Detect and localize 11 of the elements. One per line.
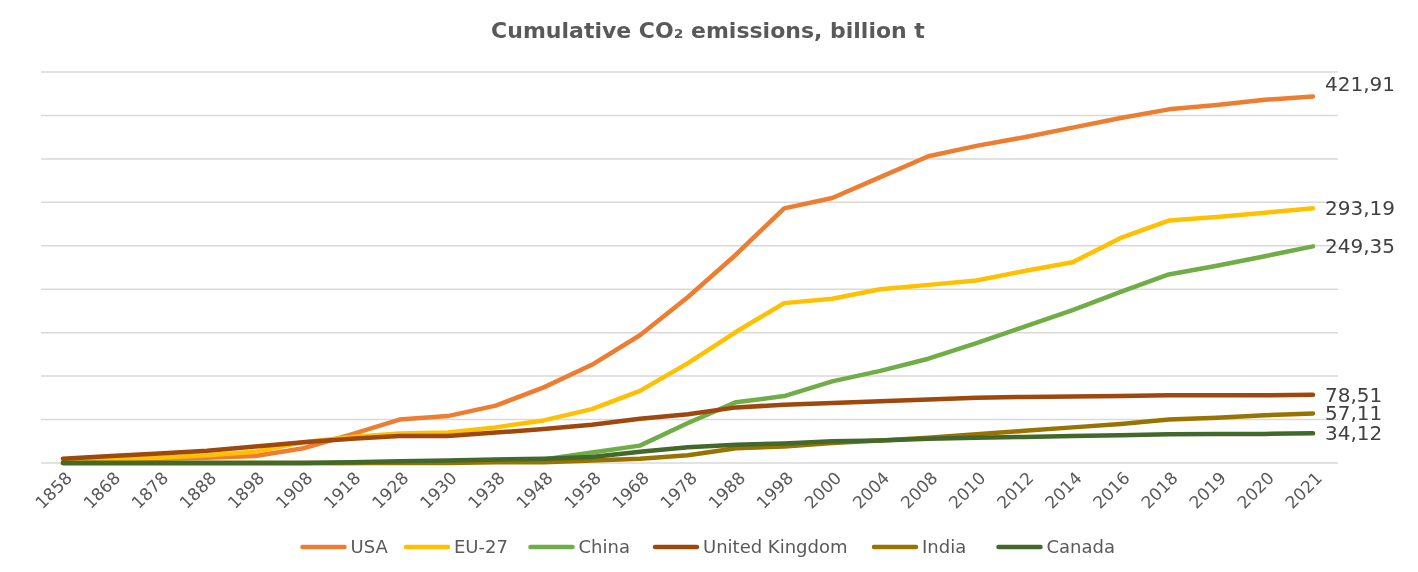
data-label: 34,12 (1325, 421, 1383, 446)
legend-label: India (922, 536, 967, 557)
chart-title: Cumulative CO₂ emissions, billion t (491, 18, 926, 43)
legend-label: USA (350, 536, 389, 557)
data-label: 421,91 (1325, 72, 1395, 97)
data-label: 293,19 (1325, 196, 1395, 221)
legend-label: EU-27 (454, 536, 508, 557)
legend-label: United Kingdom (703, 536, 848, 557)
legend-label: China (578, 536, 630, 557)
legend-label: Canada (1046, 536, 1115, 557)
data-label: 249,35 (1325, 234, 1395, 259)
